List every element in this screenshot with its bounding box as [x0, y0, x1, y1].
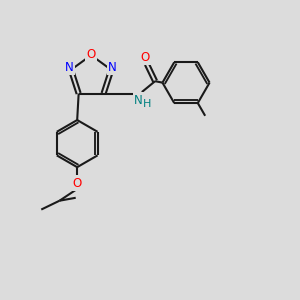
Text: N: N: [65, 61, 74, 74]
Text: O: O: [86, 48, 96, 61]
Text: N: N: [134, 94, 143, 106]
Text: H: H: [143, 99, 151, 109]
Text: N: N: [108, 61, 117, 74]
Text: O: O: [73, 177, 82, 190]
Text: O: O: [141, 51, 150, 64]
